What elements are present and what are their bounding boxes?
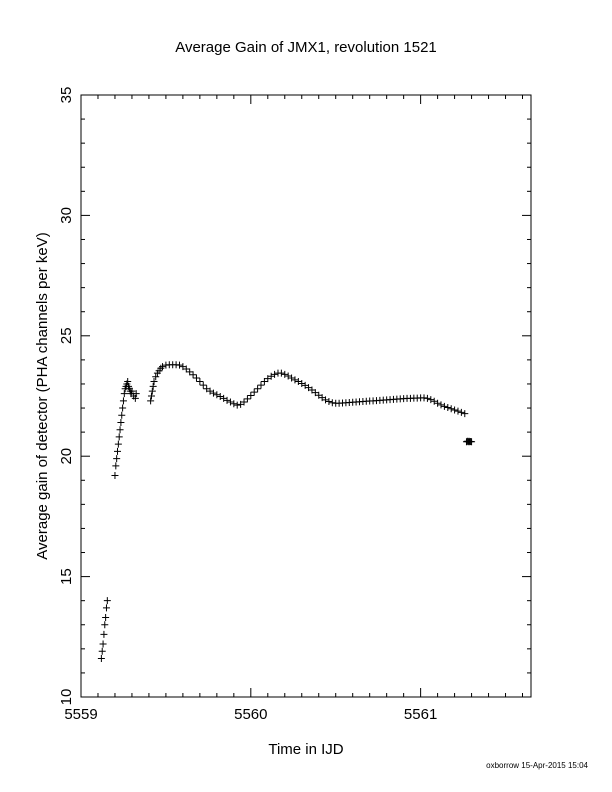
data-point — [451, 406, 459, 414]
data-point — [260, 378, 268, 386]
data-point — [115, 433, 123, 441]
data-point — [257, 381, 265, 389]
data-point — [152, 373, 160, 381]
y-tick-label: 30 — [58, 207, 75, 224]
data-point — [322, 396, 330, 404]
data-point — [102, 604, 110, 612]
chart-title: Average Gain of JMX1, revolution 1521 — [175, 39, 437, 56]
data-point — [298, 379, 306, 387]
data-point — [209, 389, 217, 397]
x-tick-label: 5561 — [404, 706, 437, 723]
data-point — [98, 647, 106, 655]
y-tick-label: 15 — [58, 568, 75, 585]
data-point — [223, 396, 231, 404]
data-point — [434, 399, 442, 407]
data-point — [157, 364, 165, 372]
data-point — [120, 390, 128, 398]
x-axis-label: Time in IJD — [268, 741, 343, 758]
data-point — [220, 394, 228, 402]
data-point — [175, 361, 183, 369]
data-point — [147, 392, 155, 400]
data-point — [250, 388, 258, 396]
data-point — [189, 371, 197, 379]
data-point — [103, 597, 111, 605]
data-point — [444, 404, 452, 412]
data-point — [233, 401, 241, 409]
data-point — [254, 385, 262, 393]
x-tick-label: 5559 — [64, 706, 97, 723]
data-point — [468, 438, 476, 446]
data-point — [101, 621, 109, 629]
data-point — [182, 365, 190, 373]
data-point — [288, 374, 296, 382]
data-point — [100, 630, 108, 638]
data-point — [230, 400, 238, 408]
data-point — [277, 369, 285, 377]
data-point — [116, 426, 124, 434]
data-point — [113, 455, 121, 463]
data-point — [159, 363, 167, 371]
data-point — [128, 387, 136, 395]
data-point — [437, 401, 445, 409]
data-point — [216, 392, 224, 400]
data-point — [99, 640, 107, 648]
data-points — [97, 361, 476, 662]
x-axis: 5559 5560 5561 — [64, 95, 524, 723]
data-point — [440, 402, 448, 410]
data-point — [124, 378, 132, 386]
data-point — [119, 397, 127, 405]
y-tick-label: 35 — [58, 87, 75, 104]
data-point — [447, 405, 455, 413]
data-point — [325, 398, 333, 406]
data-point — [147, 397, 155, 405]
data-point — [118, 411, 126, 419]
data-point — [196, 378, 204, 386]
data-point — [240, 398, 248, 406]
y-axis: 10 15 20 25 30 35 — [58, 87, 531, 706]
data-point — [111, 471, 119, 479]
data-point — [247, 392, 255, 400]
data-point — [150, 378, 158, 386]
y-tick-label: 20 — [58, 448, 75, 465]
data-point — [149, 382, 157, 390]
x-tick-label: 5560 — [234, 706, 267, 723]
plot-frame — [80, 94, 532, 698]
data-point — [114, 447, 122, 455]
data-point — [291, 376, 299, 384]
data-point — [102, 614, 110, 622]
data-point — [243, 395, 251, 403]
data-point — [131, 394, 139, 402]
data-point — [132, 390, 140, 398]
data-point — [186, 368, 194, 376]
data-point — [148, 387, 156, 395]
data-point — [114, 440, 122, 448]
data-point — [112, 462, 120, 470]
data-point — [430, 397, 438, 405]
data-point — [199, 381, 207, 389]
data-point — [423, 394, 431, 402]
y-axis-label: Average gain of detector (PHA channels p… — [34, 232, 51, 559]
data-point — [461, 410, 469, 418]
data-point — [294, 378, 302, 386]
data-point — [192, 374, 200, 382]
data-point — [271, 370, 279, 378]
data-point — [281, 370, 289, 378]
data-point — [284, 372, 292, 380]
data-point — [226, 398, 234, 406]
footer-credit: oxborrow 15-Apr-2015 15:04 — [486, 761, 588, 770]
y-tick-label: 10 — [58, 689, 75, 706]
data-point — [119, 404, 127, 412]
y-tick-label: 25 — [58, 327, 75, 344]
data-point — [427, 396, 435, 404]
data-point — [457, 408, 465, 416]
data-point — [97, 654, 105, 662]
data-point — [117, 418, 125, 426]
data-point — [454, 407, 462, 415]
data-point — [213, 391, 221, 399]
